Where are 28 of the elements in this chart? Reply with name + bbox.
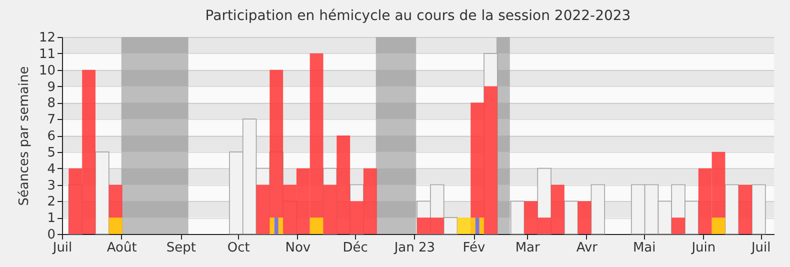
x-tick-label: Mai xyxy=(632,240,656,256)
x-tick-label: Avr xyxy=(576,240,598,256)
y-tick-label: 2 xyxy=(47,194,56,210)
x-tick-label: Mar xyxy=(515,240,541,256)
x-tick-label: Oct xyxy=(227,240,250,256)
chart-title: Participation en hémicycle au cours de la session 2022-2023 xyxy=(205,8,631,24)
y-axis-title: Séances par semaine xyxy=(16,66,32,206)
x-tick-label: Juil xyxy=(52,240,72,256)
y-tick-label: 9 xyxy=(47,80,56,95)
y-tick-label: 1 xyxy=(47,211,56,226)
x-tick-label: Nov xyxy=(285,240,311,256)
y-tick-label: 3 xyxy=(47,178,56,194)
x-tick-label: Juin xyxy=(690,240,716,256)
y-tick-label: 10 xyxy=(38,63,56,78)
x-tick-label: Août xyxy=(106,240,137,256)
y-tick-label: 7 xyxy=(47,112,56,128)
y-tick-label: 4 xyxy=(47,162,56,177)
y-tick-label: 5 xyxy=(47,145,56,160)
x-tick-label: Jan 23 xyxy=(393,240,436,256)
x-tick-label: Sept xyxy=(166,240,196,256)
x-tick-label: Fév xyxy=(462,240,486,256)
x-tick-label: Juil xyxy=(750,240,771,256)
y-tick-label: 6 xyxy=(47,129,56,144)
y-tick-label: 8 xyxy=(47,96,56,112)
y-tick-label: 0 xyxy=(47,228,56,242)
y-tick-label: 12 xyxy=(38,30,56,46)
x-tick-label: Déc xyxy=(342,240,368,256)
y-tick-label: 11 xyxy=(38,46,56,62)
